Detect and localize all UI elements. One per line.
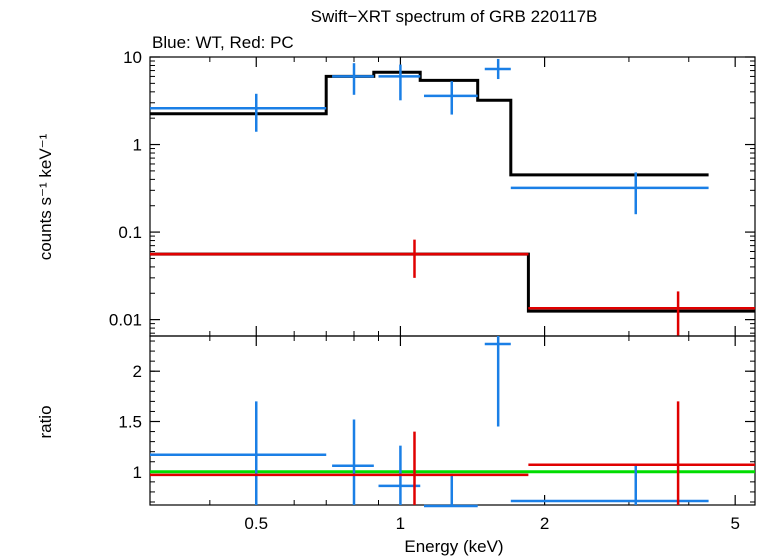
model-step-line: [150, 252, 755, 313]
top-y-axis-label: counts s⁻¹ keV⁻¹: [36, 133, 55, 260]
x-tick-label: 0.5: [244, 514, 268, 533]
x-tick-label: 5: [730, 514, 739, 533]
top-y-tick-label: 0.1: [118, 223, 142, 242]
top-y-tick-label: 10: [123, 48, 142, 67]
top-y-tick-label: 0.01: [109, 311, 142, 330]
chart-title: Swift−XRT spectrum of GRB 220117B: [311, 7, 598, 26]
model-step-line: [150, 70, 709, 177]
bottom-y-tick-label: 1: [133, 463, 142, 482]
x-tick-label: 1: [396, 514, 405, 533]
top-y-tick-label: 1: [133, 136, 142, 155]
chart-subtitle: Blue: WT, Red: PC: [152, 33, 294, 52]
x-tick-label: 2: [540, 514, 549, 533]
bottom-y-tick-label: 1.5: [118, 413, 142, 432]
x-axis-label: Energy (keV): [404, 537, 503, 556]
chart-marks: 0.5 1 2 5 10 1 0.1 0.01 1 1.5 2: [109, 48, 756, 533]
bottom-y-axis-label: ratio: [36, 405, 55, 438]
bottom-y-tick-label: 2: [133, 362, 142, 381]
